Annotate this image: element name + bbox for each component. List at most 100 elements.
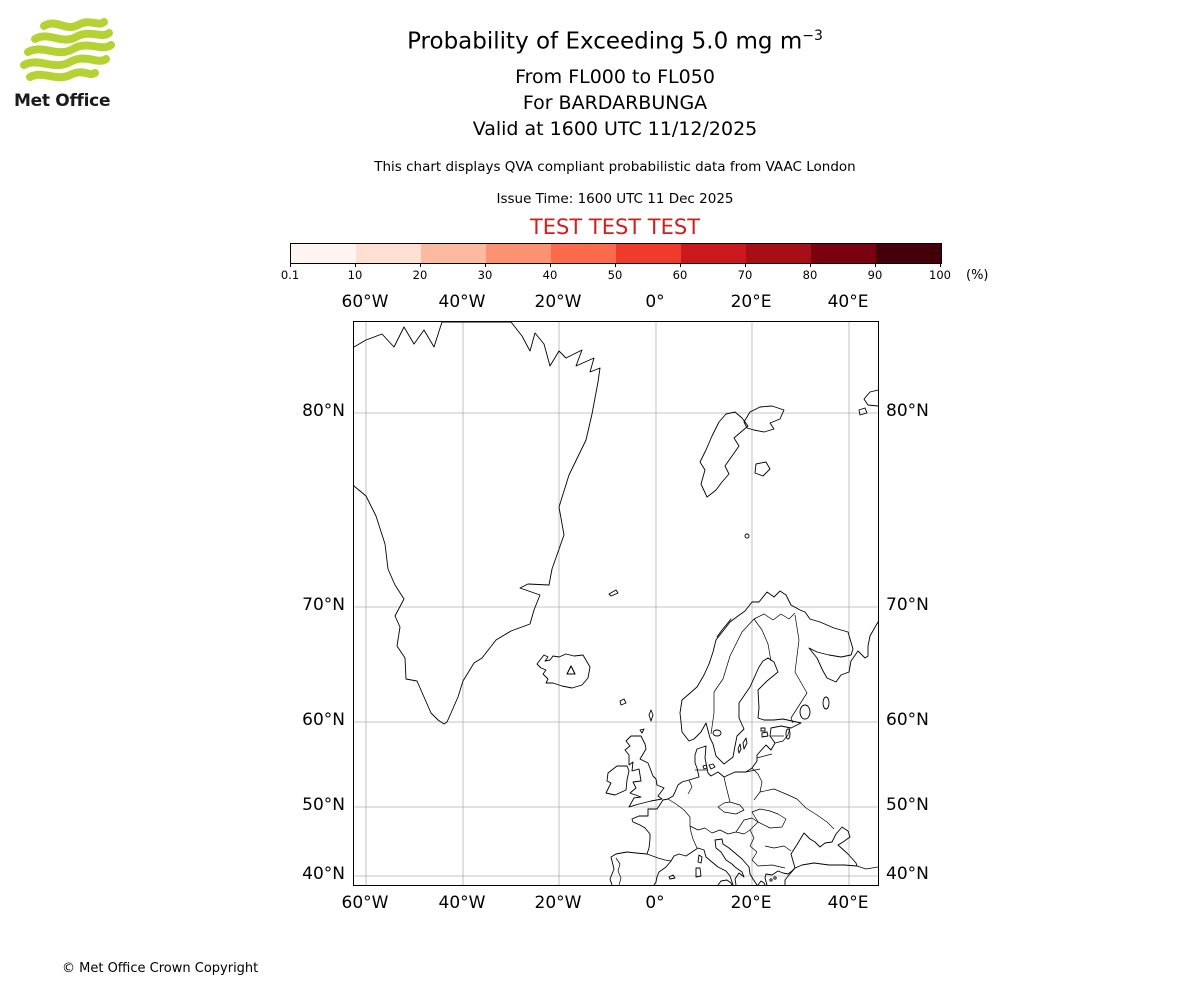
italy-adriatic-coastline xyxy=(714,838,758,885)
border-line xyxy=(689,825,713,834)
qva-note: This chart displays QVA compliant probab… xyxy=(374,159,856,175)
svalbard-edgeoya-coastline xyxy=(754,461,771,477)
border-line xyxy=(764,845,792,852)
gotland-coastline xyxy=(742,737,748,750)
colorbar-segment xyxy=(421,244,486,263)
colorbar-tick-mark xyxy=(355,263,356,267)
svalbard-nordaustlandet-coastline xyxy=(743,405,785,433)
colorbar-segments xyxy=(291,244,941,263)
logo-wave xyxy=(20,54,110,70)
aegean-island xyxy=(773,876,777,880)
colorbar-tick-mark xyxy=(680,263,681,267)
met-office-logo-text: Met Office xyxy=(14,91,111,111)
colorbar-tick-mark xyxy=(810,263,811,267)
border-line xyxy=(751,767,763,801)
border-line xyxy=(689,825,698,849)
map xyxy=(353,321,879,886)
colorbar-segment xyxy=(291,244,356,263)
bear-island-coastline xyxy=(744,533,750,539)
lon-label-bottom: 40°E xyxy=(827,893,869,913)
logo-wave xyxy=(26,68,99,82)
border-line xyxy=(856,865,878,870)
logo-wave xyxy=(31,29,113,44)
franz-josef-land-coastline xyxy=(858,407,868,416)
colorbar-tick-label: 0.1 xyxy=(280,268,300,282)
lon-label-bottom: 60°W xyxy=(341,893,389,913)
aegean-island xyxy=(769,878,773,882)
lon-label-top: 0° xyxy=(645,292,665,312)
lat-label-right: 80°N xyxy=(886,401,929,421)
colorbar-unit: (%) xyxy=(966,268,989,283)
colorbar-ticklabels: 0.1 10 20 30 40 50 60 70 80 90 100 xyxy=(281,263,951,289)
corsica-coastline xyxy=(697,854,703,864)
colorbar-tick-label: 80 xyxy=(802,268,818,282)
black-sea-coastline xyxy=(790,826,858,869)
lake-vanern xyxy=(712,729,722,737)
iberia-mediterranean-coastline xyxy=(653,847,734,885)
lat-label-right: 50°N xyxy=(886,795,929,815)
border-line xyxy=(646,853,672,862)
colorbar-tick-mark xyxy=(875,263,876,267)
colorbar-tick-label: 20 xyxy=(412,268,428,282)
colorbar-tick-mark xyxy=(745,263,746,267)
border-line xyxy=(757,864,786,869)
sardinia-coastline xyxy=(695,867,702,878)
lat-label-left: 80°N xyxy=(302,401,345,421)
colorbar-tick-label: 100 xyxy=(929,268,951,282)
ireland-coastline xyxy=(605,765,630,796)
colorbar-tick-label: 50 xyxy=(607,268,623,282)
border-line xyxy=(723,776,731,803)
test-banner: TEST TEST TEST xyxy=(529,215,701,239)
subtitle-volcano: For BARDARBUNGA xyxy=(522,92,708,114)
colorbar-tick-label: 30 xyxy=(477,268,493,282)
faroe-islands-coastline xyxy=(619,698,627,706)
lon-label-top: 60°W xyxy=(341,292,389,312)
border-line xyxy=(753,618,772,662)
colorbar-segment xyxy=(551,244,616,263)
page-title: Probability of Exceeding 5.0 mg m−3 xyxy=(30,28,1200,55)
border-line xyxy=(751,808,787,829)
colorbar-segment xyxy=(486,244,551,263)
colorbar-tick-mark xyxy=(615,263,616,267)
lon-label-top: 20°W xyxy=(534,292,582,312)
colorbar-segment xyxy=(616,244,681,263)
logo-wave xyxy=(40,18,108,31)
border-line xyxy=(717,801,745,815)
lon-label-bottom: 40°W xyxy=(438,893,486,913)
lat-label-right: 40°N xyxy=(886,864,929,884)
lat-label-left: 50°N xyxy=(302,795,345,815)
greece-coastline xyxy=(764,867,796,885)
lon-label-bottom: 20°E xyxy=(730,893,772,913)
map-svg xyxy=(354,322,878,885)
colorbar-tick-label: 10 xyxy=(347,268,363,282)
lat-label-right: 60°N xyxy=(886,710,929,730)
copyright-text: © Met Office Crown Copyright xyxy=(62,961,259,976)
border-line xyxy=(756,753,773,759)
jan-mayen-coastline xyxy=(608,589,619,597)
colorbar-tick-mark xyxy=(290,263,291,267)
lon-label-bottom: 0° xyxy=(645,893,665,913)
border-line xyxy=(615,857,622,885)
mallorca-coastline xyxy=(668,874,676,880)
turkey-aegean-coastline xyxy=(784,867,796,885)
page-title-superscript: −3 xyxy=(802,28,823,44)
logo-wave xyxy=(24,41,115,57)
europe-mainland-coastline xyxy=(609,590,878,885)
saaremaa-coastline xyxy=(761,731,769,738)
zealand-coastline xyxy=(708,763,716,770)
lon-label-top: 20°E xyxy=(730,292,772,312)
volcano-marker xyxy=(566,665,576,675)
lake-peipus xyxy=(785,728,791,740)
lon-label-bottom: 20°W xyxy=(534,893,582,913)
colorbar-segment xyxy=(356,244,421,263)
colorbar-tick-mark xyxy=(420,263,421,267)
peloponnese-coastline xyxy=(757,880,766,885)
shetland-coastline xyxy=(648,709,654,722)
colorbar-tick-mark xyxy=(940,263,941,267)
lat-label-left: 60°N xyxy=(302,710,345,730)
border-line xyxy=(687,779,693,795)
oland-coastline xyxy=(737,743,742,754)
colorbar-tick-label: 90 xyxy=(867,268,883,282)
colorbar-tick-mark xyxy=(485,263,486,267)
